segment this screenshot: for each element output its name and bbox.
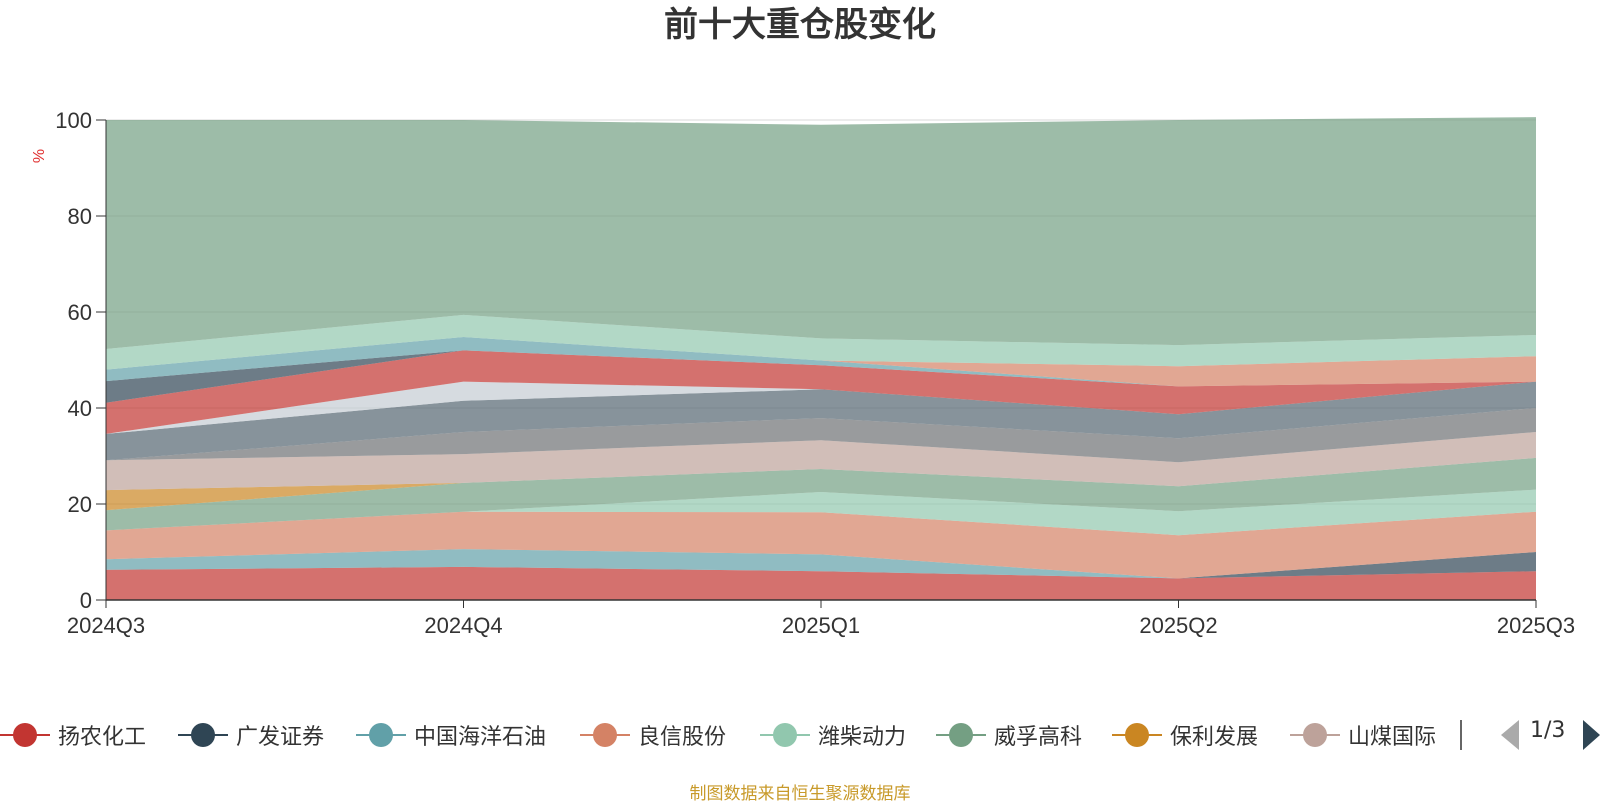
legend-label: 中国海洋石油 — [414, 725, 547, 750]
y-tick-label: 100 — [55, 108, 92, 133]
x-tick-label: 2025Q3 — [1497, 613, 1575, 638]
chart-title: 前十大重仓股变化 — [664, 5, 936, 45]
x-tick-label: 2024Q3 — [67, 613, 145, 638]
legend-item[interactable]: 中国海洋石油 — [356, 715, 546, 755]
x-tick-label: 2024Q4 — [424, 613, 502, 638]
legend-item[interactable]: 保利发展 — [1112, 715, 1258, 755]
legend-marker-icon — [580, 715, 630, 755]
legend-prev-page-icon[interactable] — [1501, 720, 1519, 750]
area-series-潍柴动力[interactable] — [106, 489, 1536, 536]
y-axis-unit-label: % — [31, 149, 48, 163]
legend-label: 潍柴动力 — [818, 725, 907, 750]
y-tick-label: 20 — [68, 492, 92, 517]
legend-item[interactable]: 威孚高科 — [936, 715, 1082, 755]
legend-item[interactable]: 山煤国际 — [1290, 715, 1436, 755]
axes: 0 20 40 60 80 100 2024Q3 2024Q4 2025Q1 2025Q2 2025… — [55, 108, 1575, 638]
legend-label: 威孚高科 — [994, 725, 1083, 750]
area-series-招商银行[interactable] — [106, 381, 1536, 434]
area-series-中国神华[interactable] — [106, 381, 1536, 461]
area-series-威孚高科[interactable] — [106, 457, 1536, 531]
legend-marker-icon — [1290, 715, 1340, 755]
legend-marker-icon — [0, 715, 50, 755]
legend-item[interactable]: 良信股份 — [580, 715, 726, 755]
legend-label: 良信股份 — [638, 725, 727, 750]
area-series — [106, 117, 1536, 600]
legend-marker-icon — [760, 715, 810, 755]
legend: 扬农化工 广发证券 中国海洋石油 良信股份 潍柴动力 威孚高科 保利发展 山煤国际 — [0, 715, 1600, 755]
legend-page-indicator: 1/3 — [1530, 718, 1566, 743]
source-note: 制图数据来自恒生聚源数据库 — [689, 784, 911, 804]
legend-marker-icon — [356, 715, 406, 755]
legend-partial-item — [1460, 720, 1470, 750]
legend-next-page-icon[interactable] — [1583, 720, 1600, 750]
legend-item[interactable]: 广发证券 — [178, 715, 324, 755]
area-series-山煤国际[interactable] — [106, 432, 1536, 491]
legend-marker-icon — [936, 715, 986, 755]
legend-item[interactable]: 潍柴动力 — [760, 715, 906, 755]
area-series-剩余[interactable] — [106, 117, 1536, 349]
area-series-紫金矿业[interactable] — [106, 408, 1536, 463]
x-tick-label: 2025Q1 — [782, 613, 860, 638]
legend-label: 山煤国际 — [1348, 725, 1437, 750]
legend-label: 保利发展 — [1170, 725, 1259, 750]
legend-label: 广发证券 — [236, 725, 325, 750]
y-tick-label: 40 — [68, 396, 92, 421]
legend-marker-icon — [1112, 715, 1162, 755]
area-series-扬农化工[interactable] — [106, 566, 1536, 600]
legend-label: 扬农化工 — [58, 725, 147, 750]
y-tick-label: 0 — [80, 588, 92, 613]
area-series-中国海洋石油[interactable] — [106, 549, 1536, 579]
area-series-三一重工[interactable] — [106, 337, 1536, 387]
legend-item[interactable]: 扬农化工 — [0, 715, 146, 755]
y-tick-label: 60 — [68, 300, 92, 325]
legend-marker-icon — [178, 715, 228, 755]
area-series-其他[interactable] — [106, 314, 1536, 370]
area-series-中国石油[interactable] — [106, 337, 1536, 387]
y-tick-label: 80 — [68, 204, 92, 229]
area-series-宁德时代[interactable] — [106, 350, 1536, 434]
area-series-良信股份[interactable] — [106, 511, 1536, 579]
x-tick-label: 2025Q2 — [1139, 613, 1217, 638]
